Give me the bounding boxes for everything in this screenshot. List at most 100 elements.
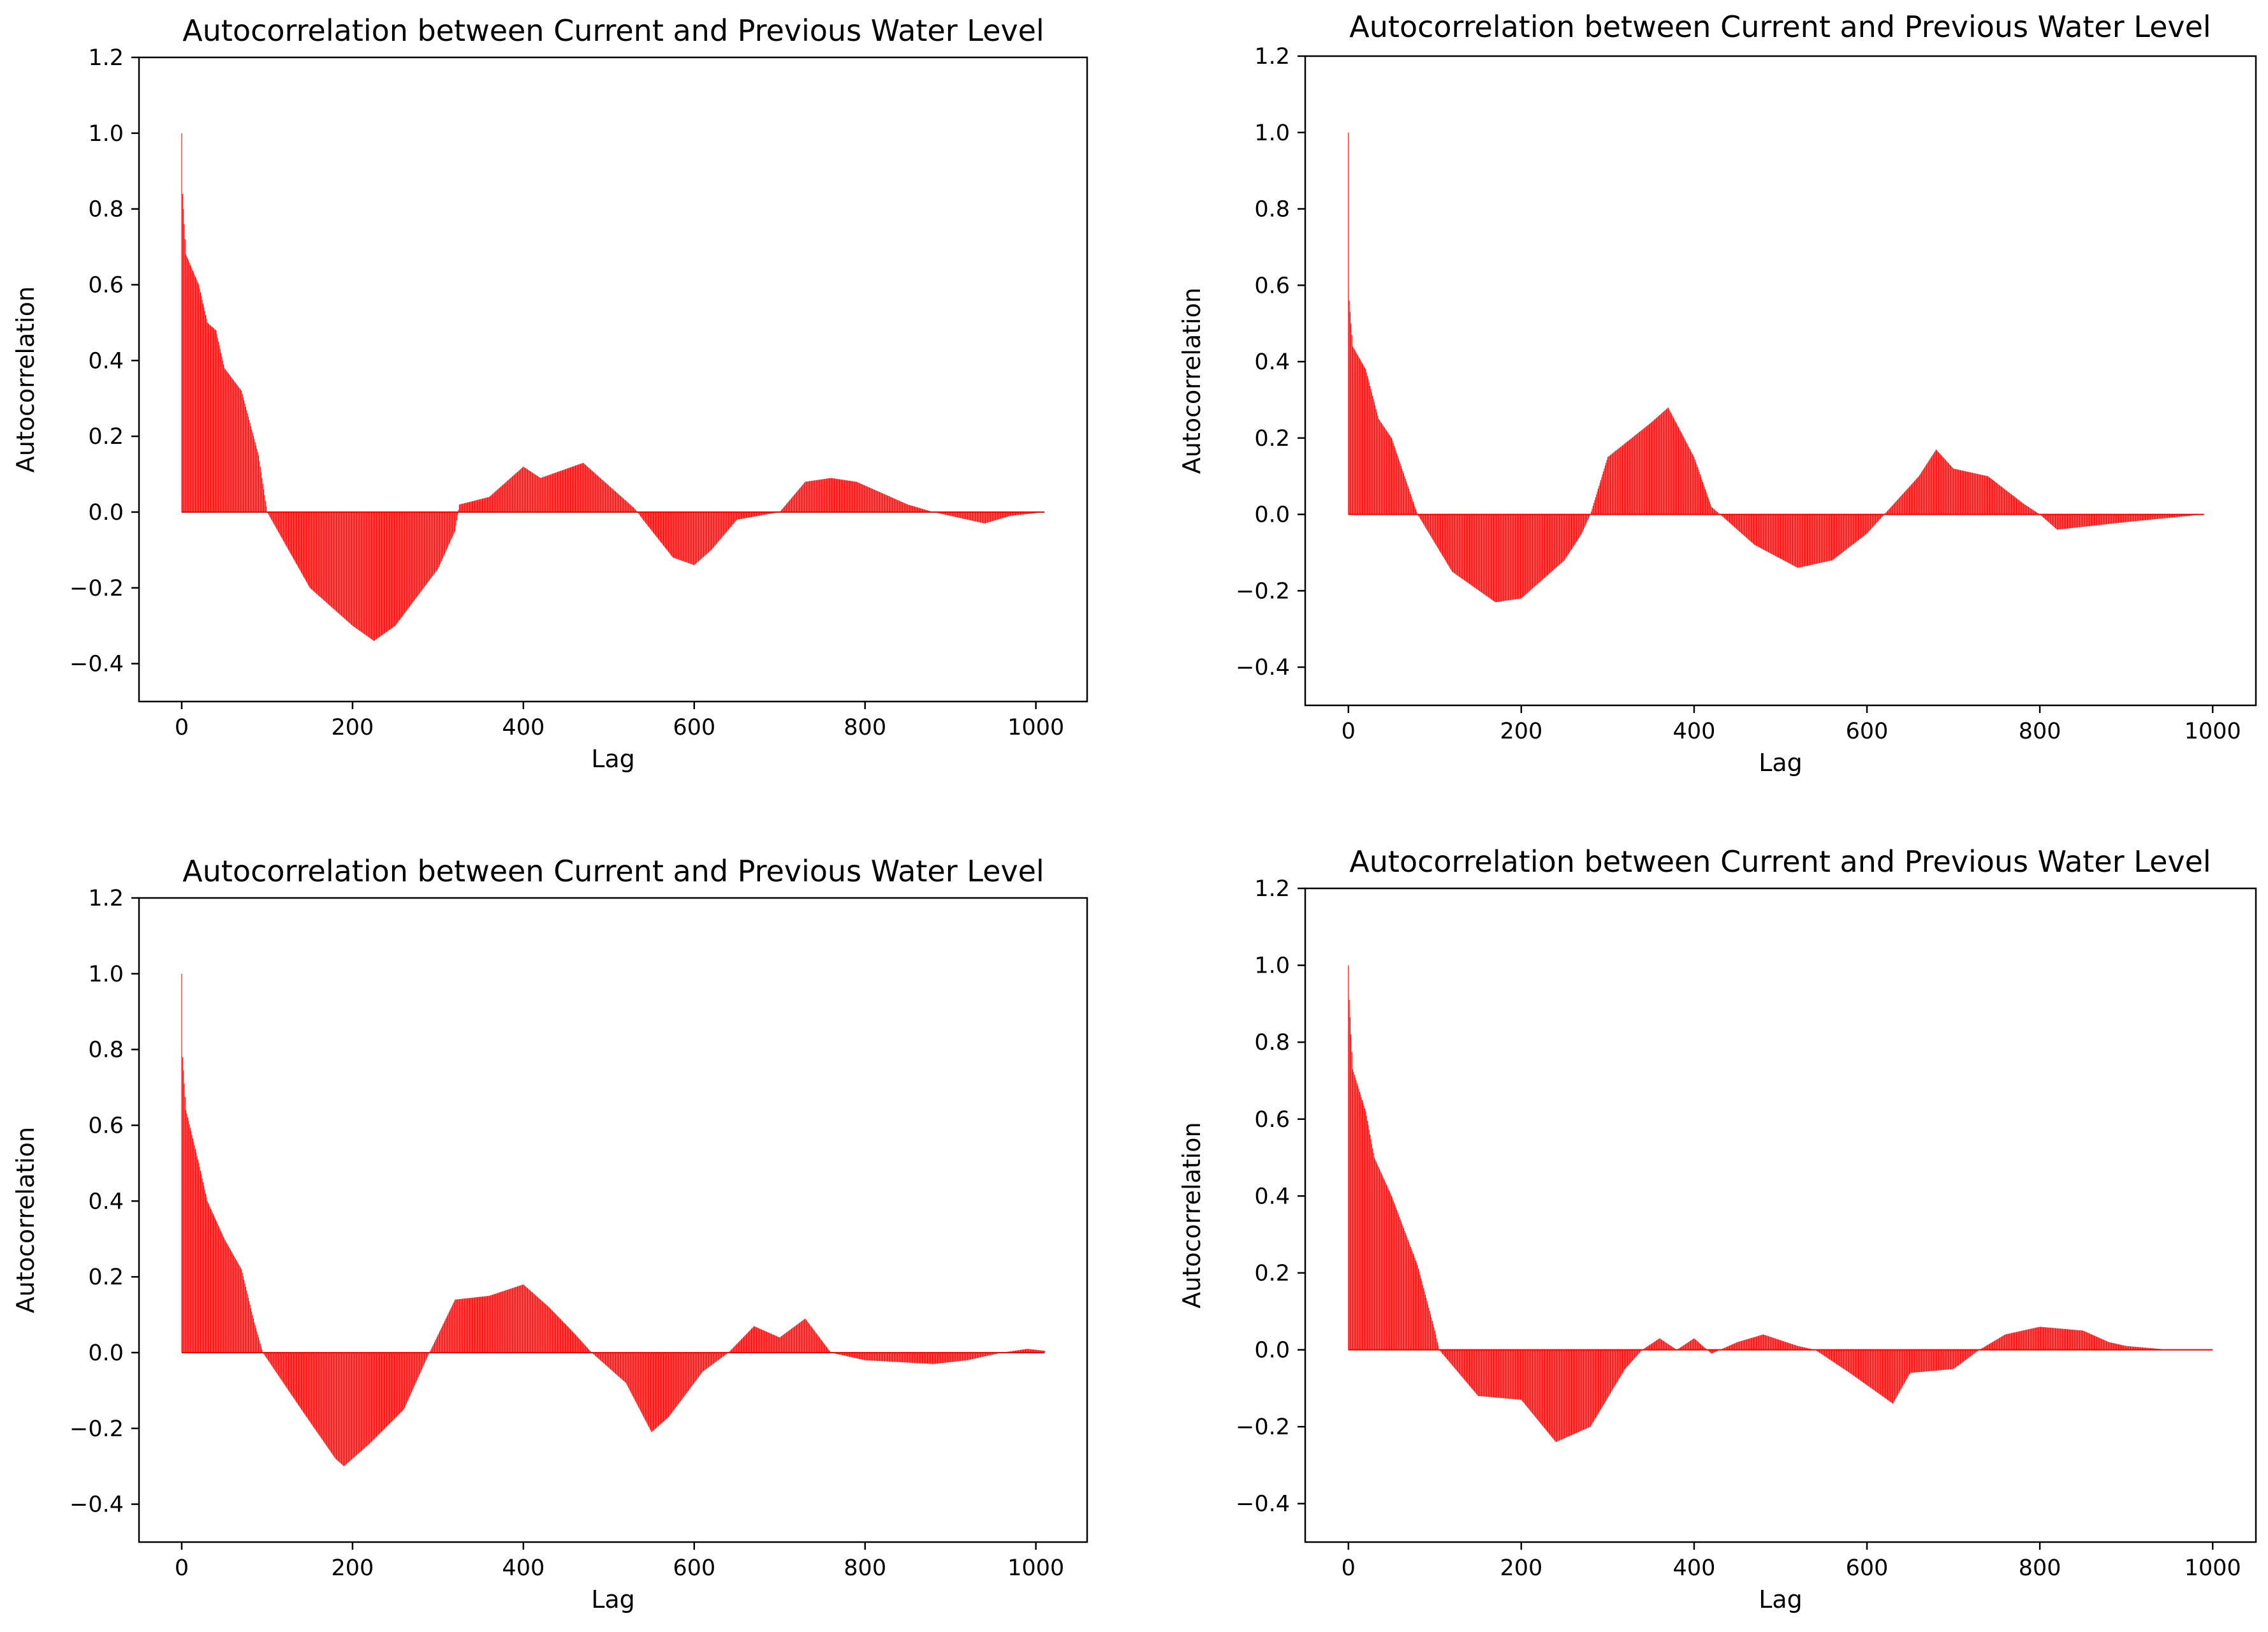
bar-lag-659 — [1917, 477, 1919, 515]
bar-lag-227 — [1544, 1349, 1545, 1429]
bar-lag-712 — [1963, 471, 1964, 515]
bar-lag-669 — [752, 511, 754, 517]
bar-lag-819 — [881, 492, 882, 512]
bar-lag-718 — [794, 1326, 796, 1353]
bar-lag-644 — [731, 511, 733, 526]
bar-lag-75 — [1412, 1253, 1414, 1350]
bar-lag-103 — [269, 511, 270, 517]
bar-lag-354 — [483, 1296, 485, 1353]
bar-lag-519 — [624, 499, 626, 512]
bar-lag-508 — [615, 491, 617, 512]
bar-lag-658 — [743, 1336, 744, 1353]
bar-lag-776 — [844, 1352, 845, 1356]
bar-lag-288 — [427, 511, 428, 583]
x-tick-label: 200 — [332, 715, 374, 740]
bar-lag-761 — [2005, 1334, 2007, 1350]
bar-lag-691 — [1945, 460, 1946, 515]
bar-lag-970 — [2186, 514, 2188, 517]
bar-lag-367 — [1665, 1342, 1666, 1350]
bar-lag-850 — [2082, 1330, 2084, 1350]
bar-lag-337 — [1639, 1349, 1641, 1353]
bar-lag-263 — [406, 511, 407, 611]
bar-lag-913 — [2137, 514, 2138, 521]
bar-lag-694 — [1947, 462, 1949, 515]
bar-lag-60 — [1400, 1219, 1401, 1350]
bar-lag-660 — [745, 1335, 746, 1353]
bar-lag-268 — [410, 511, 411, 606]
bar-lag-113 — [277, 1352, 279, 1376]
bar-lag-766 — [835, 478, 837, 512]
bar-lag-783 — [850, 481, 851, 512]
bar-lag-462 — [1747, 1339, 1748, 1350]
bar-lag-392 — [1686, 1342, 1688, 1350]
bar-lag-166 — [323, 1352, 324, 1442]
bar-lag-416 — [536, 475, 538, 512]
bar-lag-182 — [1505, 514, 1506, 601]
bar-lag-714 — [791, 497, 793, 512]
bar-lag-183 — [337, 1352, 339, 1461]
bar-lag-551 — [652, 1352, 653, 1432]
bar-lag-360 — [1659, 415, 1660, 515]
bar-lag-496 — [1776, 1339, 1778, 1350]
bar-lag-56 — [1396, 453, 1398, 515]
bar-lag-116 — [1448, 514, 1449, 566]
bar-lag-964 — [1004, 511, 1006, 518]
bar-lag-315 — [450, 511, 451, 541]
bar-lag-761 — [2005, 490, 2007, 515]
bar-lag-305 — [1611, 453, 1613, 515]
bar-lag-879 — [2107, 1341, 2109, 1350]
y-tick-label: 0.8 — [88, 1038, 124, 1063]
bar-lag-502 — [610, 487, 611, 512]
bar-lag-994 — [1030, 511, 1032, 514]
bar-lag-91 — [259, 460, 260, 512]
bar-lag-467 — [580, 464, 582, 512]
bar-lag-958 — [2176, 514, 2177, 517]
bar-lag-145 — [305, 511, 306, 580]
bar-lag-84 — [252, 436, 254, 512]
bar-lag-107 — [272, 1352, 274, 1368]
x-tick-label: 800 — [844, 1555, 886, 1581]
bar-lag-448 — [564, 1323, 565, 1353]
bar-lag-848 — [2081, 1330, 2082, 1350]
bar-lag-5 — [1352, 1069, 1354, 1350]
bar-lag-805 — [868, 487, 870, 512]
bar-lag-761 — [831, 478, 832, 512]
bar-lag-584 — [680, 511, 681, 561]
bar-lag-29 — [1373, 399, 1374, 515]
bar-lag-566 — [1837, 1349, 1838, 1365]
bar-lag-295 — [1603, 1349, 1604, 1406]
y-tick-label: 0.2 — [88, 1265, 124, 1290]
bar-lag-7 — [187, 258, 188, 512]
bar-lag-592 — [687, 1352, 688, 1392]
bar-lag-469 — [1753, 1337, 1755, 1350]
bar-lag-492 — [1773, 1337, 1774, 1350]
bar-lag-522 — [627, 1352, 628, 1386]
bar-lag-755 — [826, 478, 827, 512]
bar-lag-113 — [1445, 514, 1447, 562]
bar-lag-649 — [1908, 1349, 1910, 1375]
bar-lag-682 — [764, 511, 765, 515]
bar-lag-144 — [1472, 1349, 1474, 1390]
bar-lag-71 — [242, 393, 243, 512]
bar-lag-517 — [623, 498, 624, 512]
bar-lag-54 — [1394, 448, 1396, 515]
bar-lag-593 — [687, 511, 689, 563]
bar-lag-659 — [1917, 1349, 1919, 1372]
bar-lag-145 — [305, 1352, 306, 1416]
bar-lag-228 — [1545, 514, 1546, 577]
bar-lag-302 — [439, 1331, 441, 1353]
bar-lag-222 — [370, 511, 372, 640]
bar-lag-252 — [1565, 1349, 1567, 1437]
bar-lag-273 — [414, 1352, 416, 1385]
bar-lag-0 — [181, 133, 182, 512]
bar-lag-24 — [1368, 382, 1370, 515]
bar-lag-653 — [1912, 483, 1913, 515]
bar-lag-615 — [706, 511, 708, 554]
bar-lag-376 — [1672, 1347, 1674, 1350]
bar-lag-735 — [809, 481, 810, 512]
bar-lag-733 — [807, 1321, 808, 1353]
y-tick-label: 0.0 — [88, 1341, 124, 1366]
bar-lag-872 — [926, 1352, 927, 1364]
bar-lag-802 — [2041, 514, 2042, 516]
bar-lag-142 — [302, 1352, 304, 1412]
